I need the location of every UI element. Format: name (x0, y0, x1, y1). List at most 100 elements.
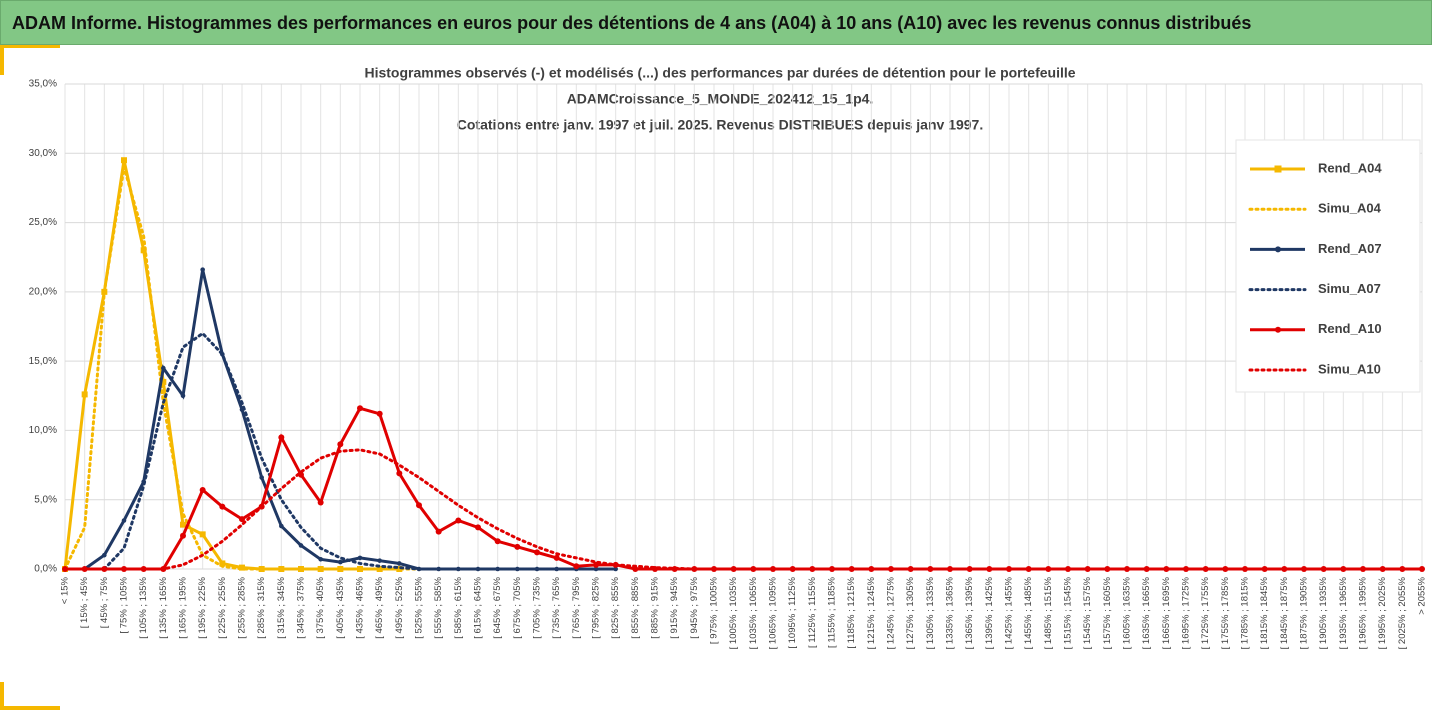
data-point (534, 549, 540, 556)
data-point (259, 475, 264, 480)
data-point (219, 560, 226, 567)
x-tick-label: [ 1785% ; 1815% (1240, 576, 1251, 649)
data-point (435, 528, 442, 535)
x-tick-label: [ 1515% ; 1545% (1063, 576, 1074, 649)
y-tick-label: 10,0% (29, 425, 57, 436)
x-tick-label: [ 45% ; 75% (99, 576, 110, 628)
x-tick-label: [ 1695% ; 1725% (1181, 576, 1192, 649)
series-line (63, 166, 421, 571)
x-tick-label: [ 615% ; 645% (473, 576, 484, 638)
x-tick-label: [ 105% ; 135% (138, 576, 149, 638)
data-point (102, 552, 107, 558)
x-tick-label: [ 285% ; 315% (256, 576, 267, 638)
data-point (160, 378, 167, 385)
x-tick-label: [ 1185% ; 1215% (846, 576, 857, 648)
x-tick-label: [ 75% ; 105% (119, 576, 130, 633)
data-point (514, 543, 521, 550)
data-point (317, 566, 324, 572)
data-point (613, 566, 618, 572)
data-point (376, 410, 383, 417)
data-point (377, 558, 382, 563)
data-point (1084, 566, 1091, 572)
accent (0, 682, 4, 710)
x-tick-label: [ 345% ; 375% (296, 576, 307, 638)
x-tick-label: [ 825% ; 855% (610, 576, 621, 638)
x-tick-label: [ 735% ; 765% (551, 576, 562, 638)
data-point (947, 566, 953, 572)
data-point (121, 518, 127, 523)
header-bar (0, 0, 1432, 45)
data-point (239, 564, 245, 571)
accent (0, 45, 4, 75)
x-tick-label: [ 675% ; 705% (512, 576, 523, 638)
data-point (396, 566, 403, 572)
x-tick-label: [ 1485% ; 1515% (1043, 576, 1054, 649)
legend-label: Rend_A10 (1318, 321, 1382, 336)
x-tick-label: [ 1455% ; 1485% (1023, 576, 1034, 649)
y-tick-label: 15,0% (29, 356, 57, 367)
legend-label: Rend_A07 (1318, 241, 1382, 256)
x-tick-label: [ 855% ; 885% (630, 576, 641, 638)
data-point (357, 555, 363, 561)
data-point (298, 543, 304, 548)
x-tick-label: [ 1365% ; 1395% (964, 576, 975, 649)
x-tick-label: [ 1215% ; 1245% (866, 576, 877, 649)
x-tick-label: < 15% (60, 576, 71, 604)
legend-label: Simu_A04 (1318, 201, 1382, 216)
x-tick-label: [ 1905% ; 1935% (1318, 576, 1329, 649)
legend-box (1235, 139, 1421, 393)
x-tick-label: [ 2025% ; 2055% (1397, 576, 1408, 649)
data-point (868, 566, 875, 572)
series-line (63, 448, 1424, 571)
data-point (180, 521, 186, 528)
x-tick-label: [ 1635% ; 1665% (1141, 576, 1152, 649)
x-tick-label: [ 195% ; 225% (197, 576, 208, 638)
legend-label: Simu_A10 (1318, 361, 1381, 376)
data-point (455, 517, 462, 524)
x-tick-label: [ 375% ; 405% (315, 576, 326, 638)
x-tick-label: [ 1125% ; 1155% (807, 576, 818, 648)
data-point (219, 503, 226, 510)
x-tick-label: [ 975% ; 1005% (709, 576, 720, 644)
y-tick-label: 30,0% (29, 148, 57, 159)
data-point (494, 538, 501, 545)
x-tick-label: [ 885% ; 915% (650, 576, 661, 638)
y-tick-label: 20,0% (29, 286, 57, 297)
data-point (357, 405, 363, 412)
x-tick-label: [ 1605% ; 1635% (1122, 576, 1133, 649)
x-tick-label: [ 1815% ; 1845% (1259, 576, 1270, 649)
x-tick-label: [ 1755% ; 1785% (1220, 576, 1231, 649)
data-point (199, 487, 206, 494)
x-tick-label: [ 705% ; 735% (532, 576, 543, 638)
x-tick-label: [ 525% ; 555% (414, 576, 425, 638)
x-tick-label: [ 1875% ; 1905% (1299, 576, 1310, 649)
data-point (81, 391, 88, 398)
x-tick-label: [ 495% ; 525% (394, 576, 405, 638)
x-tick-label: [ 1395% ; 1425% (984, 576, 995, 649)
x-tick-label: [ 1275% ; 1305% (905, 576, 916, 649)
series-line (102, 331, 618, 571)
x-tick-label: [ 1545% ; 1575% (1082, 576, 1093, 649)
data-point (396, 470, 403, 477)
x-tick-label: [ 255% ; 285% (237, 576, 248, 638)
x-tick-label: [ 435% ; 465% (355, 576, 366, 638)
x-tick-label: [ 1005% ; 1035% (728, 576, 739, 649)
data-point (1222, 566, 1229, 572)
x-tick-label: [ 135% ; 165% (158, 576, 169, 638)
y-tick-label: 35,0% (29, 79, 57, 90)
x-tick-label: [ 945% ; 975% (689, 576, 700, 638)
x-tick-label: [ 165% ; 195% (178, 576, 189, 638)
data-point (161, 365, 166, 371)
x-tick-label: [ 1725% ; 1755% (1200, 576, 1211, 649)
data-point (553, 554, 560, 561)
x-tick-label: [ 465% ; 495% (374, 576, 385, 638)
legend-label: Simu_A07 (1318, 281, 1381, 296)
chart-title: Histogrammes observés (-) et modélisés (… (364, 65, 1075, 81)
data-point (1301, 566, 1307, 572)
data-point (180, 532, 186, 539)
data-point (180, 393, 186, 399)
x-tick-label: [ 1845% ; 1875% (1279, 576, 1290, 649)
x-tick-label: [ 1935% ; 1965% (1338, 576, 1349, 649)
